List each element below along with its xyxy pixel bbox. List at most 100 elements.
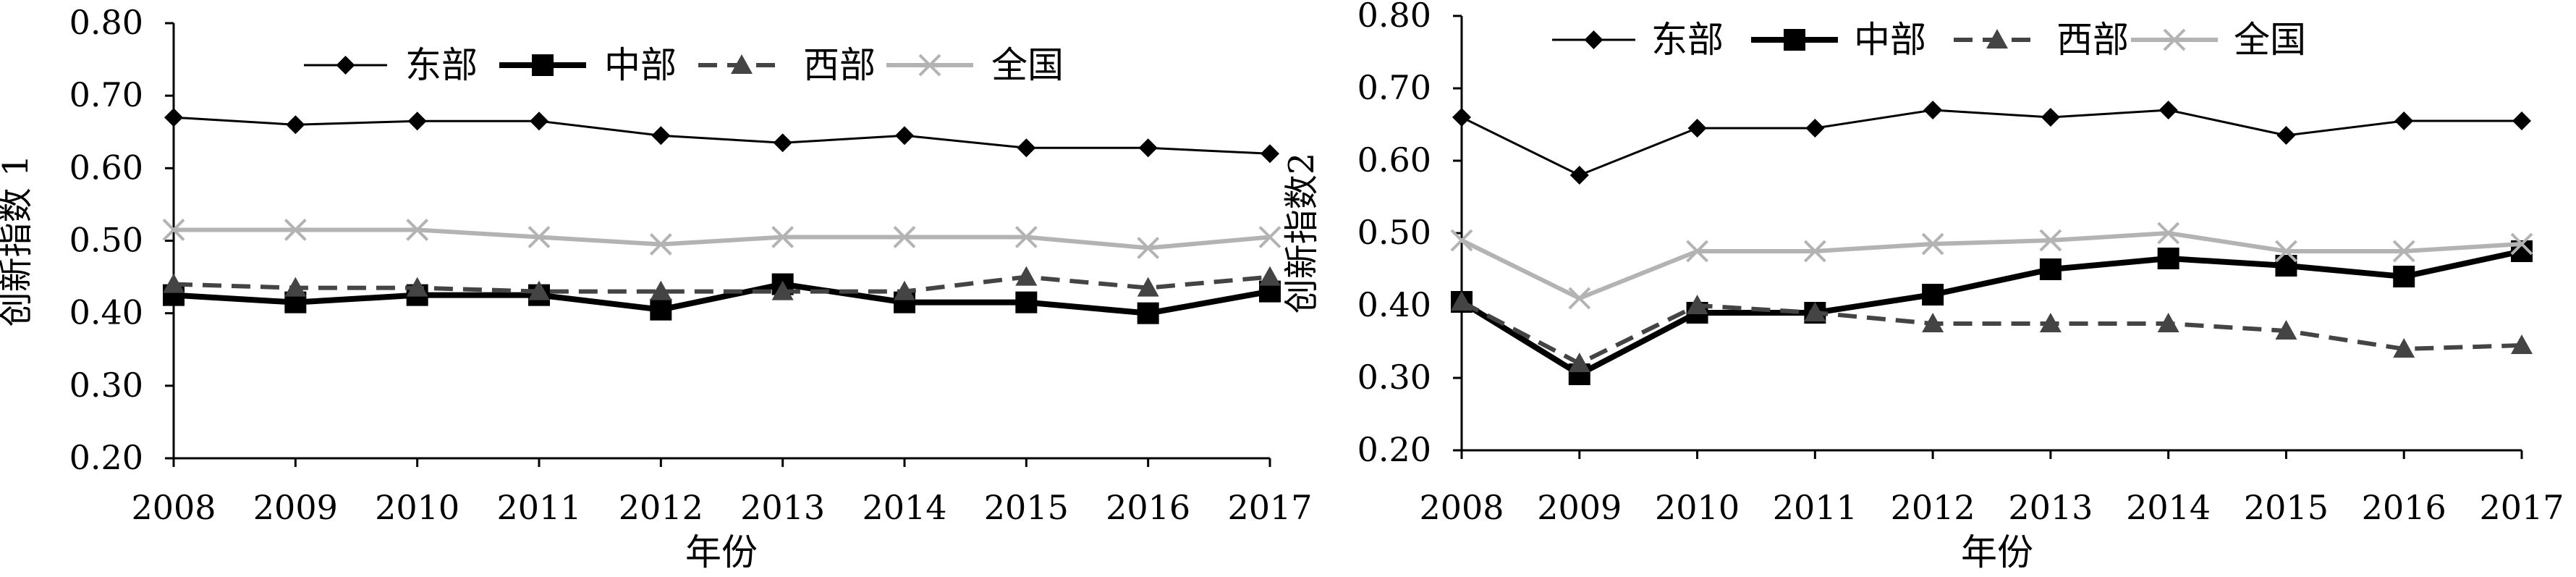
data-point	[1804, 302, 1826, 321]
legend-marker	[336, 56, 355, 75]
legend-label: 西部	[803, 44, 876, 86]
data-point	[893, 226, 916, 248]
x-tick-label: 2015	[984, 488, 1069, 527]
data-point	[1922, 284, 1944, 306]
x-tick-label: 2012	[619, 488, 703, 527]
data-point	[163, 273, 185, 293]
x-tick-label: 2016	[2362, 488, 2446, 527]
legend-marker	[1784, 29, 1805, 51]
x-tick-label: 2011	[1773, 488, 1857, 527]
y-tick-label: 0.30	[1357, 358, 1431, 397]
x-tick-label: 2013	[2008, 488, 2093, 527]
series-line	[1460, 231, 2522, 300]
x-tick-label: 2015	[2244, 488, 2329, 527]
data-point	[1450, 229, 1473, 252]
x-tick-label: 2008	[131, 488, 216, 527]
data-point	[2276, 126, 2296, 145]
series-line	[173, 281, 1271, 316]
legend-label: 全国	[991, 44, 1064, 86]
series-中部	[163, 273, 1281, 324]
x-tick-label: 2017	[1227, 488, 1312, 527]
data-point	[2041, 108, 2060, 127]
data-point	[1921, 232, 1944, 256]
legend-marker	[918, 54, 941, 77]
legend: 东部 中部 西部 全国	[304, 44, 1064, 86]
data-point	[651, 126, 671, 146]
data-point	[1922, 313, 1944, 332]
legend-marker	[532, 54, 554, 76]
x-tick-label: 2014	[2126, 488, 2211, 527]
x-tick-label: 2013	[740, 488, 825, 527]
x-tick-label: 2008	[1419, 488, 1504, 527]
data-point	[1805, 119, 1825, 138]
y-tick-label: 0.80	[1357, 0, 1431, 35]
data-point	[1569, 166, 1589, 185]
y-tick-label: 0.50	[69, 221, 143, 260]
legend-label: 西部	[2056, 19, 2129, 61]
data-point	[1137, 237, 1160, 259]
data-point	[1017, 138, 1036, 158]
data-point	[1137, 302, 1159, 324]
series-西部	[163, 266, 1281, 300]
data-point	[1568, 287, 1591, 310]
data-point	[284, 277, 307, 297]
x-tick-label: 2014	[862, 488, 946, 527]
x-tick-label: 2009	[253, 488, 338, 527]
data-point	[530, 111, 548, 131]
data-point	[650, 298, 672, 321]
y-tick-label: 0.40	[69, 293, 143, 332]
series-中部	[1451, 240, 2533, 385]
series-东部	[164, 108, 1279, 164]
x-tick-label: 2011	[496, 488, 581, 527]
x-axis-label: 年份	[1961, 531, 2033, 573]
y-tick-label: 0.40	[1357, 285, 1431, 324]
legend-marker	[1986, 29, 2008, 49]
data-point	[1686, 295, 1708, 314]
legend-marker	[731, 54, 753, 74]
y-axis-label: 创新指数2	[1281, 153, 1322, 314]
data-point	[164, 108, 183, 127]
data-point	[773, 133, 792, 153]
data-point	[894, 280, 915, 300]
series-line	[174, 227, 1271, 250]
x-axis-label: 年份	[685, 531, 758, 573]
data-point	[2275, 240, 2297, 263]
data-point	[2510, 232, 2533, 256]
data-point	[1258, 226, 1281, 248]
data-point	[2511, 334, 2533, 354]
y-tick-label: 0.70	[1357, 68, 1431, 107]
x-tick-label: 2009	[1537, 488, 1622, 527]
legend-label: 东部	[405, 44, 478, 86]
data-point	[2393, 266, 2415, 287]
data-point	[2157, 248, 2179, 269]
legend-label: 中部	[1854, 19, 1926, 61]
legend-label: 中部	[604, 44, 677, 86]
series-西部	[1451, 291, 2533, 372]
data-point	[286, 115, 305, 135]
series-line	[1459, 248, 2522, 377]
series-东部	[1452, 101, 2531, 185]
legend: 东部 中部 西部 全国	[1552, 19, 2306, 61]
y-tick-label: 0.60	[1357, 140, 1431, 180]
data-point	[2275, 320, 2297, 340]
data-point	[1015, 291, 1038, 313]
data-point	[650, 280, 672, 300]
data-point	[2393, 338, 2415, 358]
legend-marker	[2163, 28, 2186, 51]
data-point	[162, 219, 185, 241]
x-tick-label: 2016	[1106, 488, 1190, 527]
y-tick-label: 0.20	[1357, 430, 1431, 469]
data-point	[528, 226, 551, 248]
data-point	[284, 219, 307, 241]
legend-label: 全国	[2234, 19, 2306, 61]
data-point	[1568, 353, 1590, 372]
x-tick-label: 2012	[1891, 488, 1975, 527]
data-point	[2392, 240, 2415, 263]
y-tick-label: 0.50	[1357, 213, 1431, 252]
series-line	[1460, 300, 2522, 366]
data-point	[2039, 313, 2062, 332]
data-point	[771, 226, 795, 248]
y-tick-label: 0.70	[69, 75, 143, 114]
